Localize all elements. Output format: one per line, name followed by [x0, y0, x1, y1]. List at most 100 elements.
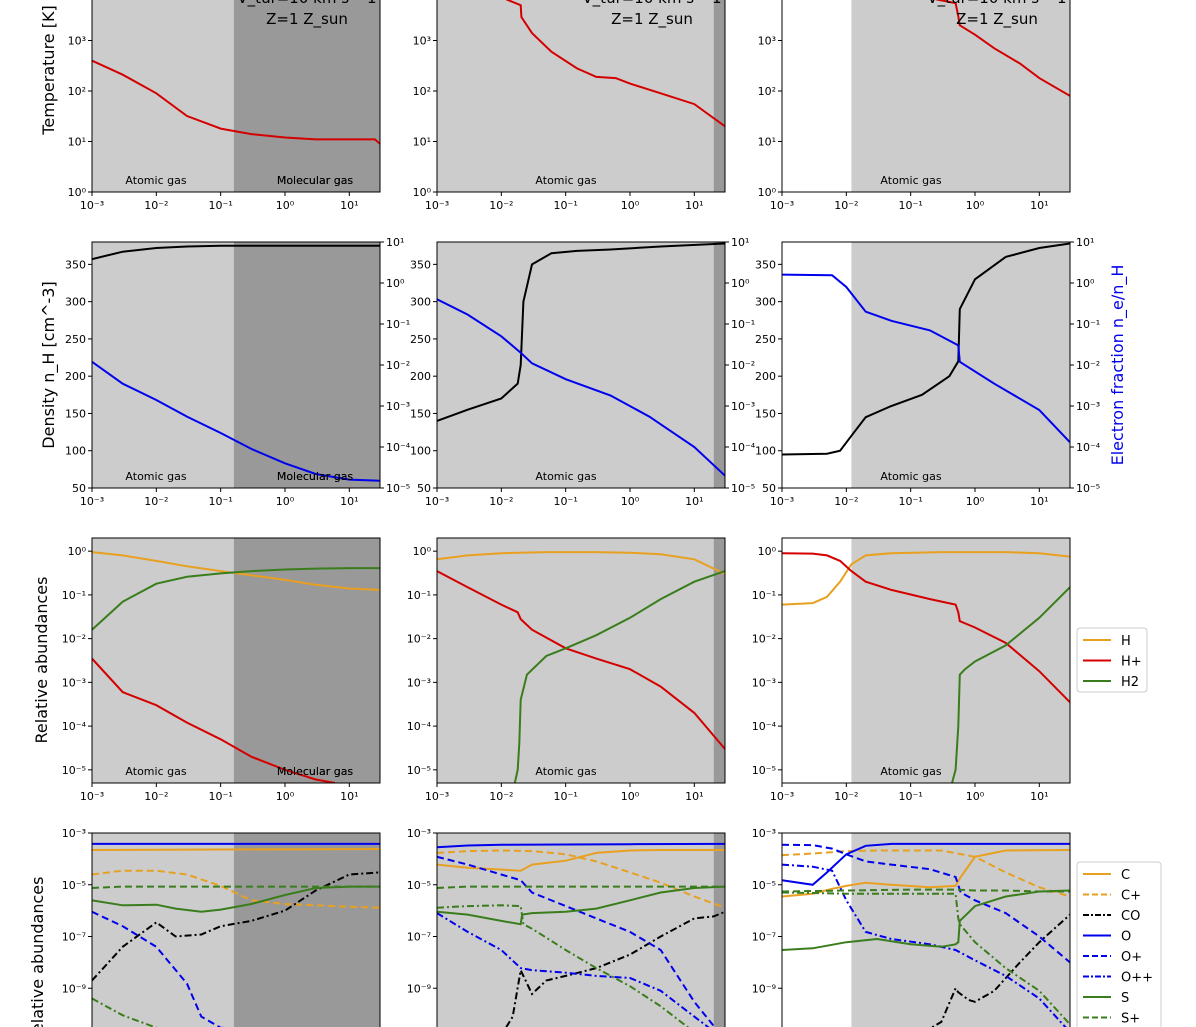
- region-shade-dark: [233, 833, 380, 1027]
- series-line-h: [782, 551, 1070, 606]
- x-tick-label: 10⁻³: [425, 790, 449, 803]
- y2-tick-label: 10⁻³: [386, 400, 410, 413]
- legend-label: H+: [1121, 655, 1142, 670]
- x-tick-label: 10⁻³: [425, 199, 449, 212]
- region-shade-light: [437, 833, 714, 1027]
- y2-tick-label: 10⁻³: [1076, 400, 1100, 413]
- y2-tick-label: 10⁻⁴: [731, 441, 756, 454]
- x-tick-label: 10⁻²: [834, 495, 858, 508]
- x-tick-label: 10⁻¹: [209, 199, 233, 212]
- series-line-s-: [437, 885, 725, 889]
- region-shade-dark: [713, 0, 725, 192]
- x-tick-label: 10⁰: [621, 790, 640, 803]
- row-label-density: Density n_H [cm^-3]: [39, 281, 59, 448]
- panel-frame: [436, 537, 726, 784]
- series-line-o-: [437, 855, 716, 1027]
- region-label-atomic: Atomic gas: [125, 470, 186, 483]
- y-tick-label: 200: [410, 370, 431, 383]
- y-tick-label: 10²: [68, 85, 86, 98]
- x-tick-label: 10⁻³: [425, 495, 449, 508]
- y-tick-label: 150: [410, 407, 431, 420]
- region-shade-light: [437, 242, 714, 488]
- y-tick-label: 200: [755, 370, 776, 383]
- x-tick-label: 10¹: [1030, 495, 1048, 508]
- legend-label: H: [1121, 634, 1131, 649]
- y-tick-label: 10⁻⁹: [62, 982, 86, 995]
- series-line-s0: [506, 0, 725, 128]
- y-tick-label: 10⁻⁵: [407, 879, 431, 892]
- series-line-h: [437, 551, 725, 575]
- y2-tick-label: 10⁻⁴: [386, 441, 411, 454]
- panel-r2c2: 10⁻³ 10⁻² 10⁻¹ 10⁰ 10¹ 10⁻⁵ 10⁻⁴ 10⁻³ 10⁻² 10⁻¹ 10…: [752, 537, 1071, 803]
- y-tick-label: 10⁻⁷: [752, 931, 776, 944]
- x-tick-label: 10⁻²: [144, 790, 168, 803]
- series-line-s2-dash-dot-green-: [437, 904, 690, 1027]
- y-tick-label: 300: [65, 296, 86, 309]
- y2-tick-label: 10⁻¹: [386, 318, 410, 331]
- x-tick-label: 10¹: [340, 495, 358, 508]
- y-tick-label: 10⁻⁵: [62, 764, 86, 777]
- region-shade-light: [92, 833, 234, 1027]
- x-tick-label: 10⁰: [621, 199, 640, 212]
- region-shade-light: [851, 538, 1070, 783]
- x-tick-label: 10¹: [1030, 790, 1048, 803]
- legend-box: [1076, 627, 1148, 693]
- row-label-temperature: Temperature [K]: [39, 5, 58, 135]
- y-tick-label: 10²: [413, 85, 431, 98]
- legend-row2: H H+ H2: [1076, 627, 1148, 693]
- y-tick-label: 10⁻²: [407, 633, 431, 646]
- x-tick-label: 10⁻¹: [209, 790, 233, 803]
- y-tick-label: 150: [755, 407, 776, 420]
- panel-r2c1: 10⁻³ 10⁻² 10⁻¹ 10⁰ 10¹ 10⁻⁵ 10⁻⁴ 10⁻³ 10⁻² 10⁻¹ 10…: [277, 537, 726, 803]
- x-tick-label: 10⁻²: [489, 790, 513, 803]
- region-label-molecular: Molecular gas: [277, 470, 354, 483]
- series-line-s-: [92, 885, 380, 889]
- y-tick-label: 10⁻⁴: [407, 720, 432, 733]
- region-label-molecular: Molecular gas: [277, 174, 354, 187]
- y2-tick-label: 10⁰: [731, 277, 750, 290]
- x-tick-label: 10⁰: [276, 790, 295, 803]
- series-line-s2-dash-dot-green-: [782, 891, 1070, 1026]
- legend-label: O: [1121, 930, 1131, 945]
- series-line-h-: [437, 570, 725, 750]
- y2-tick-label: 10⁻⁴: [1076, 441, 1101, 454]
- y-tick-label: 50: [762, 482, 776, 495]
- x-tick-label: 10⁻¹: [554, 199, 578, 212]
- y2-tick-label: 10¹: [731, 236, 749, 249]
- y-tick-label: 300: [755, 296, 776, 309]
- region-shade-dark: [233, 0, 380, 192]
- x-tick-label: 10⁻²: [489, 199, 513, 212]
- region-shade-light: [851, 0, 1070, 192]
- y2-tick-label: 10⁻¹: [1076, 318, 1100, 331]
- region-shade-light: [437, 538, 714, 783]
- y-tick-label: 350: [755, 258, 776, 271]
- y-tick-label: 100: [65, 445, 86, 458]
- y2-tick-label: 10⁻¹: [731, 318, 755, 331]
- series-line-s: [782, 889, 1070, 951]
- y-tick-label: 10¹: [68, 136, 86, 149]
- y-tick-label: 50: [72, 482, 86, 495]
- x-tick-label: 10⁻³: [80, 199, 104, 212]
- panel-r1c0: 10⁻³ 10⁻² 10⁻¹ 10⁰ 10¹ 50 100 150 200 250 300 350 10…: [65, 236, 411, 508]
- region-label-atomic: Atomic gas: [125, 765, 186, 778]
- series-line-o-: [437, 912, 710, 1027]
- x-tick-label: 10⁻³: [80, 495, 104, 508]
- y-tick-label: 300: [410, 296, 431, 309]
- y2-tick-label: 10⁻⁵: [731, 482, 755, 495]
- y-tick-label: 10⁻³: [62, 676, 86, 689]
- series-line-o-: [782, 863, 1067, 1027]
- region-label-atomic: Atomic gas: [880, 470, 941, 483]
- legend-label: C+: [1121, 889, 1141, 904]
- series-line-o: [782, 842, 1070, 886]
- x-tick-label: 10⁻²: [144, 495, 168, 508]
- legend-label: C: [1121, 868, 1130, 883]
- series-line-h-: [782, 552, 1070, 704]
- y-tick-label: 10³: [413, 35, 431, 48]
- x-tick-label: 10⁻²: [834, 790, 858, 803]
- y2-tick-label: 10¹: [386, 236, 404, 249]
- panel-header-vtur: V_tur=10 km s^-1: [927, 0, 1066, 8]
- x-tick-label: 10⁻²: [834, 199, 858, 212]
